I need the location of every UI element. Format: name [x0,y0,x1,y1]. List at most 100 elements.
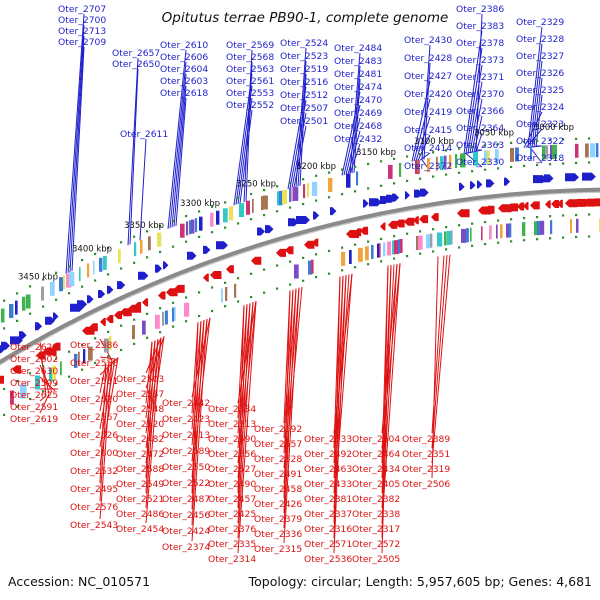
tick-mark [341,246,344,249]
forward-gene-label: Oter_2563 [226,64,274,75]
tick-mark [380,260,383,263]
forward-leader-line [345,117,361,175]
cog-feature-block [99,257,103,272]
tick-mark [289,181,292,184]
cog-feature-block [118,249,121,264]
forward-gene-arrow [216,241,228,250]
tick-mark [510,218,513,221]
forward-gene-label: Oter_2326 [516,68,564,79]
forward-gene-arrow [288,218,299,227]
reverse-leader-line [431,255,448,449]
tick-mark [432,151,435,154]
reverse-gene-arrow [388,220,398,229]
forward-leader-line [167,49,187,229]
kbp-scale-labels: 3450 kbp 3400 kbp 3350 kbp 3300 kbp 3250 kbp… [18,123,574,282]
forward-leader-line [415,116,431,161]
cog-feature-block [184,302,190,317]
cog-feature-block [570,219,572,234]
forward-leader-line [527,26,543,148]
reverse-leader-line [237,303,251,524]
forward-leader-line [413,98,431,162]
forward-gene-label: Oter_2519 [280,64,328,75]
cog-feature-block [307,183,309,198]
tick-mark [133,261,136,264]
cog-feature-block [132,325,135,340]
cog-feature-block [78,351,80,366]
reverse-leader-line [145,337,162,524]
forward-leader-line [71,46,85,272]
forward-gene-label: Oter_2713 [58,26,106,37]
tick-mark [588,137,591,140]
cog-feature-block [162,311,165,326]
reverse-gene-label: Oter_2591 [10,402,58,413]
forward-leader-line [233,73,253,206]
reverse-gene-arrow [360,226,369,235]
tick-mark [198,314,201,318]
reverse-leader-line [99,363,107,484]
forward-gene-label: Oter_2474 [334,82,382,93]
forward-gene-label: Oter_2469 [334,108,382,119]
cog-feature-block [20,384,26,399]
reverse-leader-line [99,363,107,394]
forward-gene-label: Oter_2372 [404,161,452,172]
reverse-gene-label: Oter_2317 [352,524,400,535]
reverse-gene-label: Oter_2315 [254,544,302,555]
tick-mark [445,226,448,229]
tick-mark [107,355,110,358]
tick-mark [419,177,422,180]
tick-mark [81,285,84,288]
scale-label: 3150 kbp [356,148,396,158]
cog-feature-block [109,336,112,351]
cog-feature-block [444,155,447,170]
forward-gene-label: Oter_2568 [226,52,274,63]
forward-gene-label: Oter_2327 [516,51,564,62]
forward-leader-line [293,125,307,188]
reverse-leader-line [237,302,254,539]
reverse-gene-label: Oter_2424 [162,526,210,537]
tick-mark [328,272,331,275]
reverse-gene-arrow [36,351,46,360]
forward-leader-line [473,115,483,153]
forward-leader-line [347,130,361,175]
cog-feature-block [189,220,192,235]
forward-leader-line [419,152,431,161]
tick-mark [224,201,227,204]
cog-feature-block [489,225,492,240]
forward-gene-label: Oter_2483 [334,56,382,67]
tick-mark [497,241,500,244]
forward-gene-arrow [53,312,59,321]
cog-feature-block [104,338,109,353]
forward-gene-arrow [98,290,106,298]
cog-feature-block [69,272,75,287]
cog-feature-block [165,310,168,325]
cog-feature-block [303,184,306,199]
forward-leader-line [289,99,307,189]
cog-feature-block [388,164,393,179]
tick-mark [198,210,201,213]
cog-feature-block [550,220,553,235]
tick-mark [146,256,149,259]
tick-mark [68,265,71,268]
forward-leader-line [65,13,85,274]
tick-mark [250,192,253,196]
reverse-leader-line [145,341,153,404]
cog-feature-block [542,145,547,160]
tick-mark [315,174,318,177]
forward-leader-line [341,91,361,176]
forward-gene-arrow [544,174,554,183]
tick-mark [172,245,175,248]
reverse-gene-label: Oter_2495 [70,484,118,495]
scale-label: 3000 kbp [534,123,574,133]
tick-mark [393,235,396,238]
forward-gene-arrow [35,322,43,331]
forward-gene-label: Oter_2370 [456,89,504,100]
reverse-gene-arrow [312,238,319,247]
forward-gene-label: Oter_2524 [280,38,328,49]
reverse-gene-label: Oter_2487 [162,494,210,505]
forward-gene-label: Oter_2481 [334,69,382,80]
reverse-gene-label: Oter_2486 [116,509,164,520]
cog-feature-block [199,216,203,231]
tick-mark [211,231,214,234]
tick-mark [55,357,58,360]
reverse-gene-label: Oter_2551 [70,376,118,387]
